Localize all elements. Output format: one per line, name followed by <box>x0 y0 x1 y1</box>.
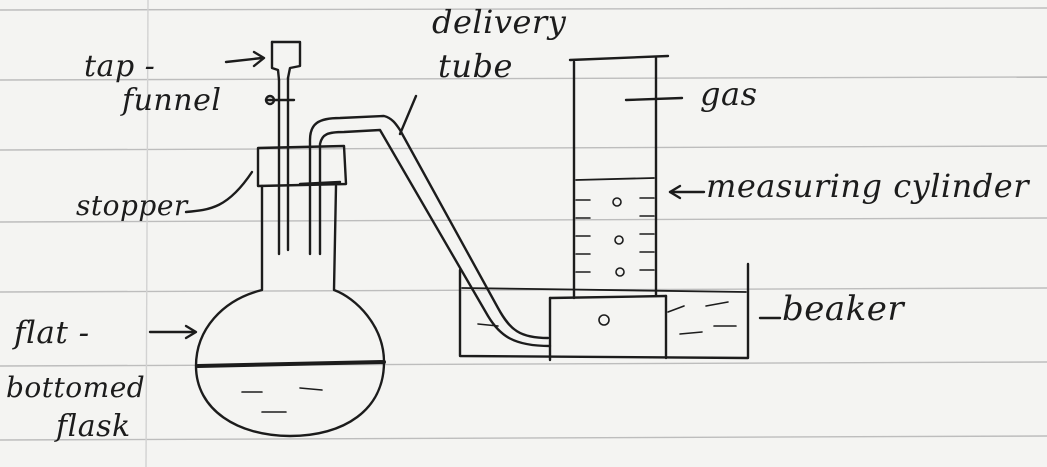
tap-funnel <box>264 40 302 256</box>
flask-pointer-arrowhead <box>184 324 198 340</box>
ruled-line <box>0 76 1047 81</box>
flask-label-line2: bottomed <box>6 371 146 404</box>
cylinder-pointer-arrowhead <box>668 184 682 200</box>
tap-funnel-arrowhead <box>252 50 266 68</box>
stopper-pointer <box>184 170 254 214</box>
beaker-water-mark <box>679 331 703 335</box>
tap-funnel-label-line2: funnel <box>122 83 222 118</box>
flask-outline <box>194 184 386 438</box>
measuring-cylinder-label: measuring cylinder <box>706 167 1029 205</box>
beaker <box>458 262 750 360</box>
ruled-line <box>0 217 1047 223</box>
delivery-tube-label: delivery <box>432 3 567 41</box>
beaker-water-mark <box>477 323 499 327</box>
tap-funnel-arrow <box>224 56 264 64</box>
funnel-top <box>270 40 302 80</box>
flask-label-line3: flask <box>56 409 131 444</box>
delivery-tube <box>308 114 552 348</box>
gas-bubble <box>612 197 622 207</box>
funnel-top-left <box>270 40 281 82</box>
cylinder-base-top <box>548 294 668 300</box>
delivery-tube-label-line2: tube <box>438 47 513 85</box>
gas-pointer <box>624 96 684 102</box>
beaker-water-mark <box>667 305 685 313</box>
stopper-body <box>256 144 348 188</box>
ruled-line <box>0 7 1047 11</box>
stopper-label: stopper <box>76 189 188 222</box>
cylinder-graduations <box>575 197 655 273</box>
cylinder-water-level <box>575 177 655 181</box>
stopper <box>256 144 348 188</box>
delivery-tube-outer <box>308 114 550 340</box>
delivery-tube-pointer <box>398 94 418 136</box>
tap-funnel-label: tap - <box>84 49 156 84</box>
delivery-tube-inner <box>318 128 552 348</box>
beaker-label: beaker <box>782 289 905 329</box>
flat-bottomed-flask <box>194 184 386 438</box>
margin-line <box>145 0 149 467</box>
flask-liquid-surface <box>196 360 386 368</box>
flask-liquid-mark <box>299 387 323 391</box>
ruled-line <box>0 435 1047 441</box>
gas-label: gas <box>700 75 758 113</box>
beaker-water-surface <box>461 287 747 293</box>
beaker-outline <box>458 262 750 360</box>
gas-bubbles <box>598 197 625 326</box>
ruled-line <box>0 145 1047 151</box>
gas-bubble <box>614 235 624 245</box>
ruled-line <box>0 287 1047 293</box>
beaker-water-mark <box>705 301 729 307</box>
gas-bubble <box>615 267 625 277</box>
flask-label: flat - <box>14 315 90 351</box>
cylinder-rim <box>568 54 670 62</box>
measuring-cylinder <box>548 54 670 362</box>
ruled-line <box>0 361 1047 367</box>
gas-bubble <box>598 314 610 326</box>
